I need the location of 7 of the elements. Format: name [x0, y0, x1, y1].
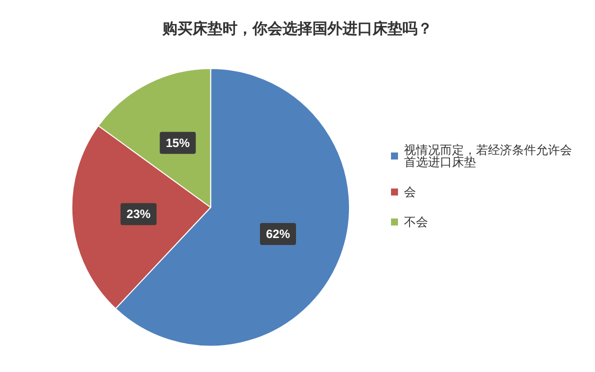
data-label: 23% — [126, 207, 151, 222]
legend-label: 视情况而定，若经济条件允许会首选进口床垫 — [404, 143, 572, 169]
legend-label: 会 — [404, 185, 416, 199]
legend-label: 不会 — [404, 215, 428, 229]
data-label: 62% — [266, 227, 290, 242]
chart-title: 购买床垫时，你会选择国外进口床垫吗？ — [162, 20, 432, 38]
data-label: 15% — [166, 136, 190, 150]
